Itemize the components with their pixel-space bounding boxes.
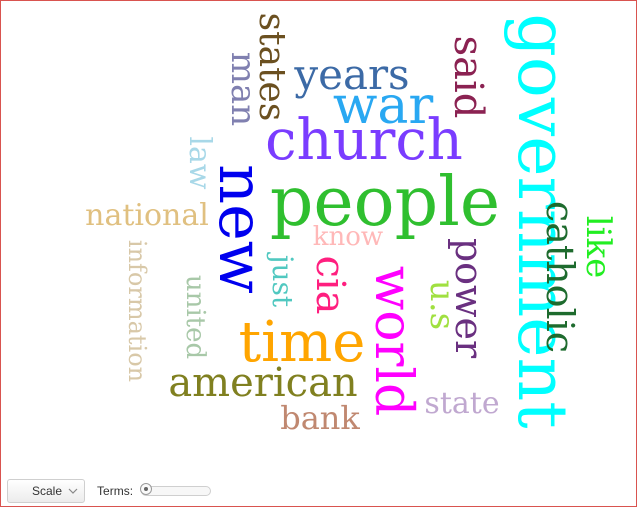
word-said[interactable]: said (445, 36, 491, 119)
word-us[interactable]: u.s (422, 280, 462, 330)
word-united[interactable]: united (180, 275, 210, 359)
chevron-down-icon (68, 488, 78, 494)
word-time[interactable]: time (239, 310, 366, 375)
word-world[interactable]: world (363, 266, 423, 417)
word-states[interactable]: states (251, 13, 292, 122)
terms-label: Terms: (97, 484, 134, 498)
terms-slider-handle[interactable] (140, 483, 153, 495)
word-law[interactable]: law (182, 136, 217, 189)
word-church[interactable]: church (265, 108, 463, 173)
word-new[interactable]: new (205, 164, 278, 294)
word-people[interactable]: people (270, 163, 500, 242)
word-national[interactable]: national (85, 198, 209, 233)
word-information[interactable]: information (123, 240, 151, 382)
word-government[interactable]: government (502, 13, 581, 428)
word-man[interactable]: man (223, 52, 263, 126)
word-just[interactable]: just (266, 252, 299, 308)
word-war[interactable]: war (333, 76, 434, 136)
word-cia[interactable]: cia (307, 255, 353, 314)
word-american[interactable]: american (168, 360, 357, 406)
word-state[interactable]: state (424, 386, 499, 421)
word-years[interactable]: years (293, 50, 409, 99)
cloud-toolbar: Scale Terms: (7, 479, 212, 503)
word-cloud: government people new church war world t… (85, 13, 618, 437)
word-like[interactable]: like (578, 216, 618, 278)
terms-slider[interactable] (140, 483, 212, 496)
scale-dropdown[interactable]: Scale (7, 479, 86, 503)
word-catholic[interactable]: catholic (538, 201, 582, 353)
word-know[interactable]: know (313, 222, 383, 252)
word-bank[interactable]: bank (280, 399, 360, 437)
word-power[interactable]: power (447, 238, 491, 359)
scale-dropdown-label: Scale (32, 484, 63, 498)
